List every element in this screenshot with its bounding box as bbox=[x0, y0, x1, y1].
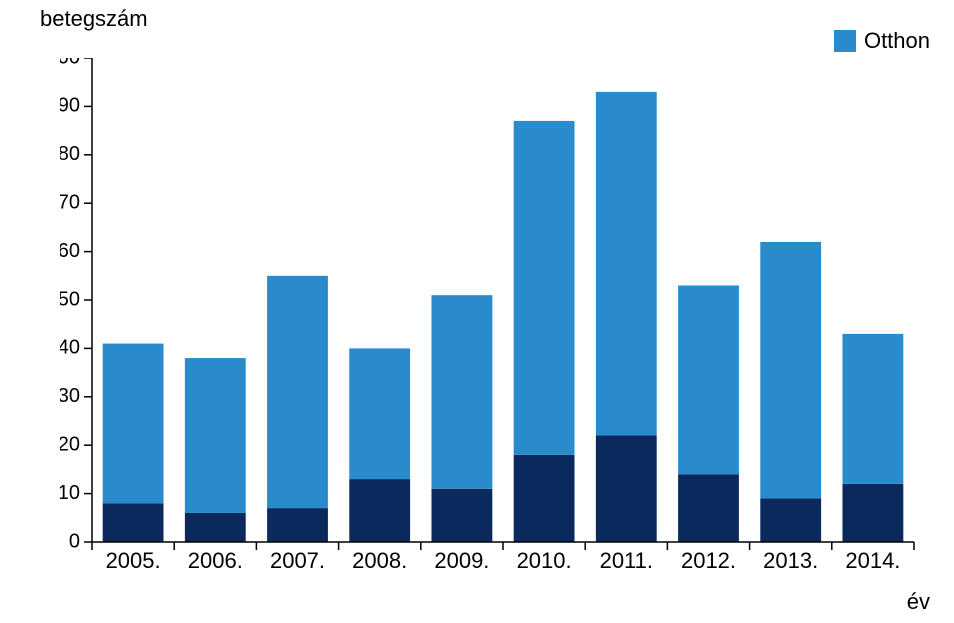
y-axis-title: betegszám bbox=[40, 6, 148, 32]
y-tick-label: 20 bbox=[60, 433, 80, 455]
x-tick-label: 2008. bbox=[352, 548, 407, 573]
bar-segment bbox=[349, 348, 410, 479]
bar-segment bbox=[514, 121, 575, 455]
x-tick-label: 2009. bbox=[434, 548, 489, 573]
x-tick-label: 2012. bbox=[681, 548, 736, 573]
chart-container: betegszám év Otthon 0 10 20 30 40 50 60 70 80 90 1… bbox=[0, 0, 954, 623]
bar-segment bbox=[185, 513, 246, 542]
bar-segment bbox=[267, 508, 328, 542]
bar-segment bbox=[103, 344, 164, 504]
y-tick-label: 30 bbox=[60, 385, 80, 407]
x-tick-label: 2013. bbox=[763, 548, 818, 573]
x-tick-label: 2007. bbox=[270, 548, 325, 573]
y-tick-label: 80 bbox=[60, 143, 80, 165]
y-tick-label: 40 bbox=[60, 337, 80, 359]
x-tick-label: 2010. bbox=[517, 548, 572, 573]
x-tick-label: 2005. bbox=[106, 548, 161, 573]
y-tick-label: 100 bbox=[60, 58, 80, 68]
bar-segment bbox=[678, 474, 739, 542]
bar-segment bbox=[760, 498, 821, 542]
chart-plot: 0 10 20 30 40 50 60 70 80 90 100 2005. 2006. 2007. 200… bbox=[60, 58, 920, 578]
x-tick-label: 2006. bbox=[188, 548, 243, 573]
bar-segment bbox=[596, 92, 657, 436]
y-tick-label: 70 bbox=[60, 191, 80, 213]
legend: Otthon bbox=[834, 28, 930, 54]
bar-segment bbox=[842, 484, 903, 542]
y-tick-label: 0 bbox=[69, 530, 80, 552]
bar-segment bbox=[185, 358, 246, 513]
x-tick-label: 2011. bbox=[600, 548, 653, 573]
bar-segment bbox=[596, 436, 657, 542]
legend-label: Otthon bbox=[864, 28, 930, 54]
bar-segment bbox=[760, 242, 821, 499]
bar-segment bbox=[267, 276, 328, 508]
bar-segment bbox=[678, 285, 739, 474]
x-tick-label: 2014. bbox=[845, 548, 900, 573]
y-tick-label: 10 bbox=[60, 482, 80, 504]
bar-segment bbox=[431, 489, 492, 542]
legend-swatch-icon bbox=[834, 30, 856, 52]
y-tick-label: 50 bbox=[60, 288, 80, 310]
y-tick-label: 60 bbox=[60, 240, 80, 262]
bar-segment bbox=[431, 295, 492, 489]
bar-segment bbox=[103, 503, 164, 542]
bar-segment bbox=[514, 455, 575, 542]
x-axis-title: év bbox=[907, 589, 930, 615]
y-tick-label: 90 bbox=[60, 95, 80, 117]
bar-segment bbox=[842, 334, 903, 484]
bar-segment bbox=[349, 479, 410, 542]
